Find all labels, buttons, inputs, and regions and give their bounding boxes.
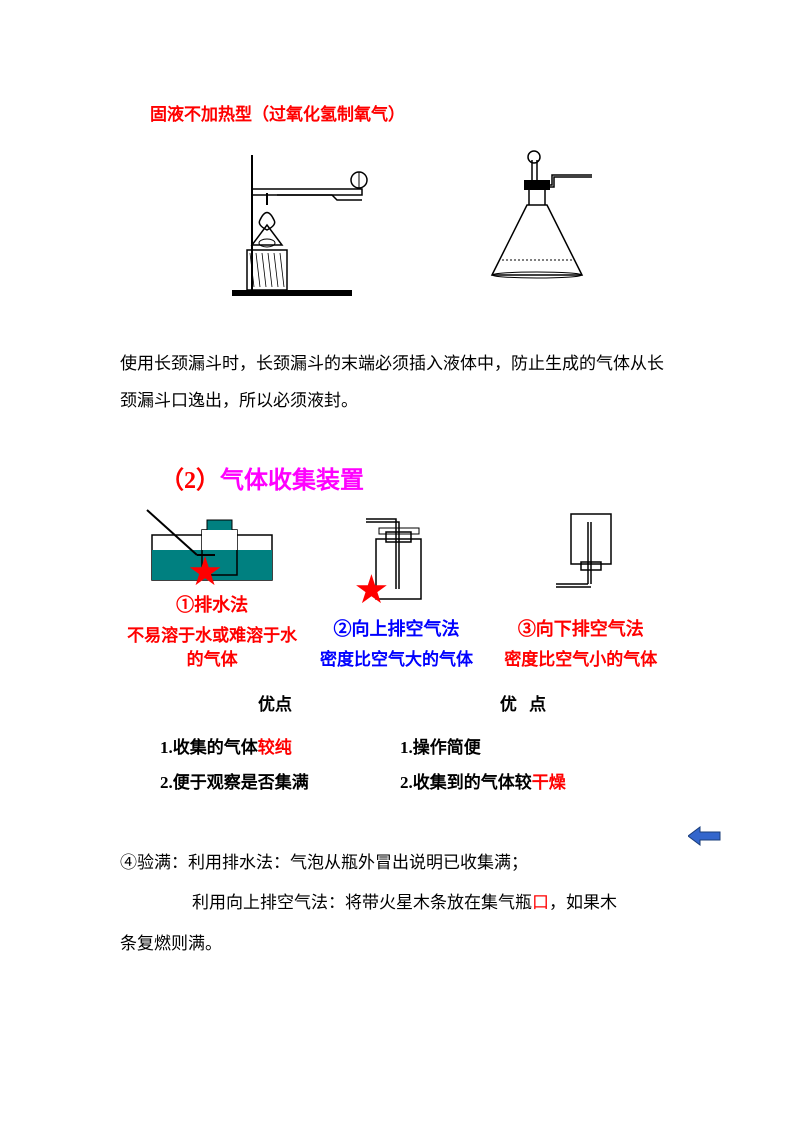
section-txt: 气体收集装置: [220, 468, 364, 494]
method-3: ③向下排空气法 密度比空气小的气体: [496, 504, 666, 672]
method-1-desc: 不易溶于水或难溶于水的气体: [127, 624, 297, 672]
adv-text: 1.收集的气体: [160, 738, 258, 757]
method-2: ★ ②向上排空气法 密度比空气大的气体: [311, 514, 481, 672]
apparatus-2-svg: [452, 145, 602, 305]
adv-right-2: 2.收集到的气体较干燥: [400, 768, 640, 793]
method-3-label: ③向下排空气法: [518, 617, 644, 642]
advantage-headers: 优点 优 点: [120, 690, 673, 715]
section-num: （2）: [160, 468, 220, 494]
adv-right-header: 优 点: [420, 690, 630, 715]
adv-left-2: 2.便于观察是否集满: [160, 768, 400, 793]
verify-highlight: 口: [532, 893, 549, 912]
verify-text: ，如果木: [549, 893, 617, 912]
section-title: （2）气体收集装置: [160, 460, 673, 495]
apparatus-diagram-row: [120, 145, 673, 305]
method-2-label: ②向上排空气法: [333, 617, 459, 642]
star-icon: ★: [187, 548, 223, 595]
verify-line-1: ④验满：利用排水法：气泡从瓶外冒出说明已收集满；: [120, 843, 673, 884]
adv-left-header: 优点: [170, 690, 380, 715]
adv-right-1: 1.操作简便: [400, 733, 640, 758]
method-2-desc: 密度比空气大的气体: [320, 648, 473, 672]
advantage-points: 1.收集的气体较纯 2.便于观察是否集满 1.操作简便 2.收集到的气体较干燥: [160, 723, 673, 793]
method-1-label: ①排水法: [176, 593, 248, 618]
collection-methods-row: ★ ①排水法 不易溶于水或难溶于水的气体 ★ ②向上排空气法 密度比空气大的气体…: [120, 500, 673, 672]
adv-highlight: 干燥: [532, 773, 566, 792]
adv-text: 1.操作简便: [400, 738, 481, 757]
adv-text: 2.便于观察是否集满: [160, 773, 309, 792]
adv-text: 2.收集到的气体较: [400, 773, 532, 792]
verify-line-3: 条复燃则满。: [120, 924, 673, 965]
adv-left-1: 1.收集的气体较纯: [160, 733, 400, 758]
arrow-left-icon: [688, 825, 723, 847]
verify-line-2: 利用向上排空气法：将带火星木条放在集气瓶口，如果木: [192, 883, 673, 924]
downward-air-svg: [526, 504, 636, 609]
star-icon: ★: [353, 566, 389, 613]
heading-solid-liquid: 固液不加热型（过氧化氢制氧气）: [150, 100, 673, 125]
funnel-paragraph: 使用长颈漏斗时，长颈漏斗的末端必须插入液体中，防止生成的气体从长颈漏斗口逸出，所…: [120, 345, 673, 420]
adv-highlight: 较纯: [258, 738, 292, 757]
method-1: ★ ①排水法 不易溶于水或难溶于水的气体: [127, 500, 297, 672]
verify-section: ④验满：利用排水法：气泡从瓶外冒出说明已收集满； 利用向上排空气法：将带火星木条…: [120, 843, 673, 965]
verify-text: 利用向上排空气法：将带火星木条放在集气瓶: [192, 893, 532, 912]
apparatus-1-svg: [192, 145, 392, 305]
adv-right-col: 1.操作简便 2.收集到的气体较干燥: [400, 723, 640, 793]
adv-left-col: 1.收集的气体较纯 2.便于观察是否集满: [160, 723, 400, 793]
method-3-desc: 密度比空气小的气体: [504, 648, 657, 672]
